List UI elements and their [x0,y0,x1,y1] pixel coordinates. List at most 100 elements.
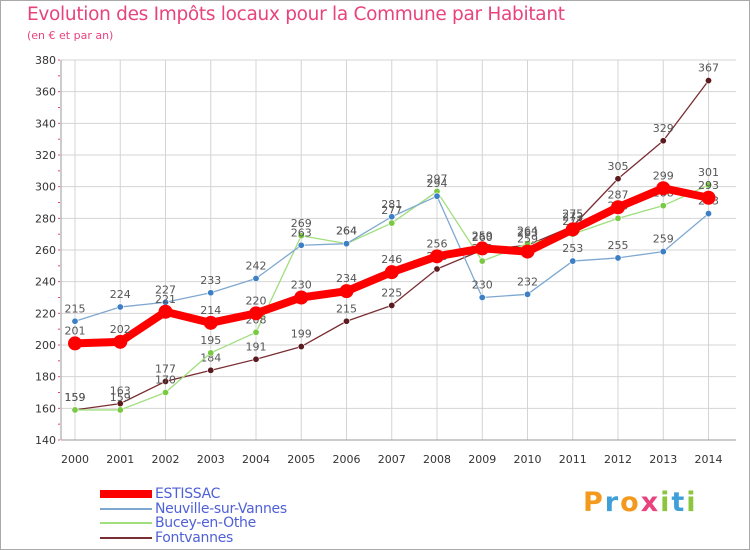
data-label-bucey-en-othe: 159 [65,391,86,404]
data-label-neuville-sur-vannes: 281 [381,198,402,211]
data-label-fontvannes: 225 [381,286,402,299]
y-tick-label: 240 [35,276,56,289]
data-point-neuville-sur-vannes [252,274,260,282]
x-tick-label: 2007 [378,453,406,466]
data-point-bucey-en-othe [659,202,667,210]
legend-swatch-fontvannes [100,537,152,539]
data-point-estissac [611,200,625,215]
x-tick-label: 2001 [106,453,134,466]
logo-letter: i [686,487,698,518]
data-label-fontvannes: 163 [110,385,131,398]
y-tick-label: 140 [35,434,56,447]
data-label-bucey-en-othe: 301 [698,166,719,179]
data-label-neuville-sur-vannes: 232 [517,275,538,288]
data-point-estissac [249,306,263,321]
data-label-fontvannes: 260 [472,231,493,244]
data-point-estissac [384,265,399,280]
logo-letter: r [604,487,621,518]
x-tick-label: 2000 [61,453,89,466]
data-label-fontvannes: 215 [336,302,357,315]
data-point-fontvannes [252,355,260,363]
data-label-neuville-sur-vannes: 264 [336,225,357,238]
data-point-neuville-sur-vannes [704,210,712,218]
data-point-neuville-sur-vannes [659,248,667,256]
data-point-neuville-sur-vannes [478,293,486,301]
data-label-estissac: 201 [65,324,86,337]
data-label-neuville-sur-vannes: 242 [246,260,267,273]
data-point-bucey-en-othe [71,406,79,414]
data-label-estissac: 234 [336,272,357,285]
data-label-estissac: 273 [562,210,583,223]
data-point-bucey-en-othe [704,181,712,189]
chart-title: Evolution des Impôts locaux pour la Comm… [27,4,565,25]
data-label-fontvannes: 263 [517,226,538,239]
data-point-estissac [339,284,354,299]
y-tick-label: 200 [35,339,56,352]
data-label-fontvannes: 367 [698,62,719,75]
y-tick-label: 380 [35,54,56,67]
data-label-estissac: 246 [381,253,402,266]
data-point-estissac [430,249,444,264]
legend-item-bucey-en-othe[interactable]: Bucey-en-Othe [100,515,360,531]
data-point-bucey-en-othe [614,214,622,222]
y-tick-label: 300 [35,181,56,194]
data-point-fontvannes [433,265,441,273]
data-label-neuville-sur-vannes: 259 [653,233,674,246]
data-point-bucey-en-othe [297,232,305,240]
data-label-neuville-sur-vannes: 253 [562,242,583,255]
data-point-fontvannes [207,366,215,374]
legend-label-bucey-en-othe: Bucey-en-Othe [155,515,256,531]
data-point-estissac [701,190,716,205]
data-label-neuville-sur-vannes: 263 [291,226,312,239]
data-point-estissac [68,336,82,351]
x-tick-label: 2013 [649,453,677,466]
legend-item-estissac[interactable]: ESTISSAC [100,486,360,502]
data-label-bucey-en-othe: 264 [517,225,538,238]
data-label-fontvannes: 159 [65,391,86,404]
data-point-estissac [565,222,580,237]
x-tick-label: 2005 [287,453,315,466]
data-point-bucey-en-othe [252,328,260,336]
data-point-neuville-sur-vannes [116,303,124,311]
x-tick-label: 2008 [423,453,451,466]
data-point-estissac [203,315,218,330]
data-label-estissac: 299 [653,169,674,182]
data-point-fontvannes [162,377,170,385]
data-label-neuville-sur-vannes: 215 [65,302,86,315]
x-tick-label: 2012 [604,453,632,466]
y-tick-label: 320 [35,149,56,162]
data-point-fontvannes [297,343,305,351]
y-tick-label: 160 [35,402,56,415]
legend-item-neuville-sur-vannes[interactable]: Neuville-sur-Vannes [100,501,360,517]
data-label-fontvannes: 199 [291,328,312,341]
data-point-fontvannes [342,317,350,325]
data-label-fontvannes: 191 [246,340,267,353]
x-tick-label: 2004 [242,453,270,466]
data-label-neuville-sur-vannes: 224 [110,288,131,301]
data-label-bucey-en-othe: 159 [110,391,131,404]
data-point-neuville-sur-vannes [614,254,622,262]
legend-swatch-estissac [100,490,152,498]
data-label-estissac: 230 [291,279,312,292]
data-label-estissac: 259 [472,229,493,242]
data-point-fontvannes [614,175,622,183]
legend-label-fontvannes: Fontvannes [155,530,233,546]
x-tick-label: 2011 [559,453,587,466]
legend-item-fontvannes[interactable]: Fontvannes [100,530,360,546]
data-label-fontvannes: 329 [653,122,674,135]
data-label-estissac: 220 [246,294,267,307]
logo-letter: o [620,487,641,518]
data-label-fontvannes: 177 [155,362,176,375]
data-point-neuville-sur-vannes [342,240,350,248]
data-point-neuville-sur-vannes [523,290,531,298]
data-label-estissac: 259 [517,233,538,246]
data-point-bucey-en-othe [388,219,396,227]
data-label-estissac: 214 [200,304,221,317]
y-tick-label: 340 [35,117,56,130]
data-label-bucey-en-othe: 297 [427,172,448,185]
data-point-neuville-sur-vannes [569,257,577,265]
y-tick-label: 220 [35,307,56,320]
y-tick-label: 360 [35,86,56,99]
data-point-estissac [158,304,173,319]
